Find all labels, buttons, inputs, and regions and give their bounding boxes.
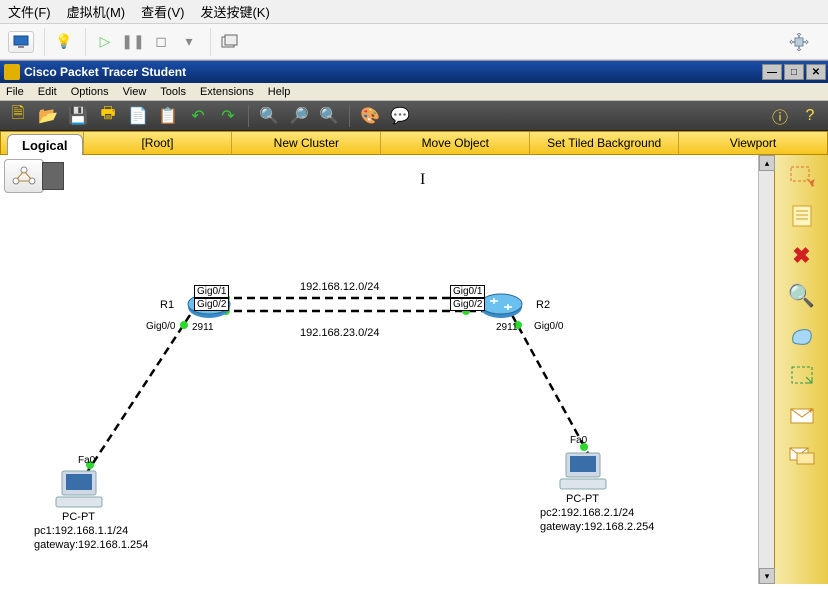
palette-icon[interactable]: 🎨 [358,104,382,128]
minimize-button[interactable]: — [762,64,782,80]
zoom-out-icon[interactable]: 🔍 [317,104,341,128]
resize-tool-icon[interactable] [784,361,820,391]
help-icon[interactable]: ? [798,104,822,128]
copy-icon[interactable]: 📄 [126,104,150,128]
select-tool-icon[interactable] [784,161,820,191]
pt-menu-view[interactable]: View [123,86,147,98]
app-icon [4,64,20,80]
link-top-label: 192.168.12.0/24 [300,281,380,293]
redo-icon[interactable]: ↷ [216,104,240,128]
maximize-button[interactable]: □ [784,64,804,80]
r2-gig01: Gig0/1 [450,285,485,298]
undo-icon[interactable]: ↶ [186,104,210,128]
r1-label: R1 [160,299,174,311]
set-tiled-bg-button[interactable]: Set Tiled Background [529,132,678,154]
r2-label: R2 [536,299,550,311]
pt-menu-edit[interactable]: Edit [38,86,57,98]
pc2-port: Fa0 [570,435,587,446]
pc1-name: PC-PT [62,511,95,523]
right-palette: ✖ 🔍 + [774,155,828,584]
open-icon[interactable]: 📂 [36,104,60,128]
pt-menu-file[interactable]: File [6,86,24,98]
logical-tab[interactable]: Logical [7,134,83,156]
canvas[interactable]: I [0,155,758,584]
r1-gig01: Gig0/1 [194,285,229,298]
topology-svg [0,155,758,584]
pt-menu-extensions[interactable]: Extensions [200,86,254,98]
vm-menu-vm[interactable]: 虚拟机(M) [67,2,126,21]
packet-tracer-window: Cisco Packet Tracer Student — □ ✕ File E… [0,60,828,583]
pt-toolbar: 🗎 📂 💾 🖶 📄 📋 ↶ ↷ 🔍 🔎 🔍 🎨 💬 ⓘ ? [0,101,828,131]
draw-shape-icon[interactable] [784,321,820,351]
add-complex-pdu-icon[interactable] [784,441,820,471]
r2-gig02: Gig0/2 [450,298,485,311]
pc2-name: PC-PT [566,493,599,505]
r1-gig00: Gig0/0 [146,321,175,332]
save-icon[interactable]: 💾 [66,104,90,128]
pc1-port: Fa0 [78,455,95,466]
r2-model: 2911 [496,322,518,333]
link-bottom-label: 192.168.23.0/24 [300,327,380,339]
new-icon[interactable]: 🗎 [6,104,30,128]
vertical-scrollbar[interactable]: ▴ ▾ [758,155,774,584]
viewport-button[interactable]: Viewport [678,132,827,154]
pt-menu-help[interactable]: Help [268,86,291,98]
pc1-ip: pc1:192.168.1.1/24 [34,525,128,537]
note-tool-icon[interactable] [784,201,820,231]
print-icon[interactable]: 🖶 [96,104,120,128]
r1-gig02: Gig0/2 [194,298,229,311]
zoom-reset-icon[interactable]: 🔎 [287,104,311,128]
move-object-button[interactable]: Move Object [380,132,529,154]
pc2-gw: gateway:192.168.2.254 [540,521,654,533]
play-icon[interactable]: ▷ [94,31,116,53]
scroll-up-icon[interactable]: ▴ [759,155,775,171]
pt-menu-tools[interactable]: Tools [160,86,186,98]
info-icon[interactable]: ⓘ [768,104,792,128]
vm-menu-file[interactable]: 文件(F) [8,2,51,21]
workarea: I [0,155,828,584]
dropdown-icon[interactable]: ▾ [178,31,200,53]
dialog-icon[interactable]: 💬 [388,104,412,128]
scroll-down-icon[interactable]: ▾ [759,568,775,584]
new-cluster-button[interactable]: New Cluster [231,132,380,154]
root-button[interactable]: [Root] [83,132,232,154]
svg-text:+: + [808,406,814,417]
lightbulb-icon[interactable]: 💡 [53,31,75,53]
titlebar: Cisco Packet Tracer Student — □ ✕ [0,61,828,83]
pc1-gw: gateway:192.168.1.254 [34,539,148,551]
delete-tool-icon[interactable]: ✖ [784,241,820,271]
vm-toolbar: 💡 ▷ ❚❚ ◻ ▾ [0,24,828,60]
workspace-bar: Logical [Root] New Cluster Move Object S… [0,131,828,155]
expand-icon[interactable] [788,31,810,53]
paste-icon[interactable]: 📋 [156,104,180,128]
window-title: Cisco Packet Tracer Student [24,65,762,79]
windows-icon[interactable] [219,31,241,53]
inspect-tool-icon[interactable]: 🔍 [784,281,820,311]
r1-model: 2911 [192,322,214,333]
pt-menu-bar: File Edit Options View Tools Extensions … [0,83,828,101]
close-button[interactable]: ✕ [806,64,826,80]
pause-icon[interactable]: ❚❚ [122,31,144,53]
pt-menu-options[interactable]: Options [71,86,109,98]
monitor-icon[interactable] [8,31,34,53]
vm-menu-view[interactable]: 查看(V) [141,2,184,21]
zoom-in-icon[interactable]: 🔍 [257,104,281,128]
pc2-ip: pc2:192.168.2.1/24 [540,507,634,519]
stop-icon[interactable]: ◻ [150,31,172,53]
r2-gig00: Gig0/0 [534,321,563,332]
vm-menu-bar: 文件(F) 虚拟机(M) 查看(V) 发送按键(K) [0,0,828,24]
add-simple-pdu-icon[interactable]: + [784,401,820,431]
vm-menu-sendkeys[interactable]: 发送按键(K) [200,2,269,21]
